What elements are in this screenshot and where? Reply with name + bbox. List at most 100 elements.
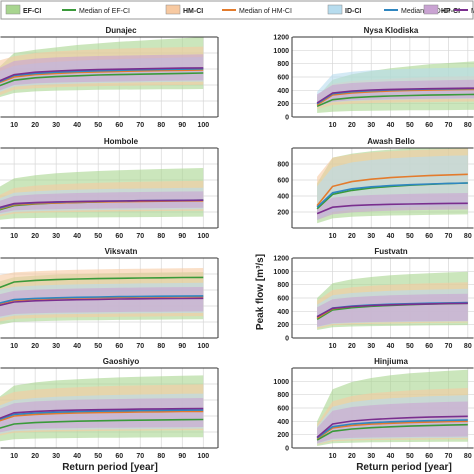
x-tick-label: 30 [52, 343, 60, 350]
y-tick-label: 0 [285, 446, 289, 453]
x-tick-label: 40 [73, 343, 81, 350]
panel-plot-area [292, 148, 474, 228]
x-tick-label: 70 [136, 233, 144, 240]
x-tick-label: 10 [329, 343, 337, 350]
x-tick-label: 70 [136, 122, 144, 129]
x-tick-label: 10 [10, 453, 18, 460]
x-tick-label: 100 [197, 122, 209, 129]
y-tick-label: 800 [277, 61, 289, 68]
panel-title: Awash Bello [367, 137, 415, 146]
x-tick-label: 10 [329, 453, 337, 460]
median-line-hp-ci [316, 87, 474, 104]
x-tick-label: 10 [10, 233, 18, 240]
x-tick-label: 60 [115, 453, 123, 460]
y-tick-label: 1000 [273, 379, 289, 386]
panel-dunajec: Dunajec 10 20 30 40 50 60 70 80 90 100 [0, 26, 219, 129]
y-tick-label: 1200 [273, 35, 289, 42]
median-line-hp-ci [316, 202, 468, 215]
panel-title: Hombole [104, 137, 139, 146]
x-tick-label: 40 [387, 122, 395, 129]
x-tick-label: 10 [10, 122, 18, 129]
x-tick-label: 40 [73, 122, 81, 129]
x-tick-label: 40 [73, 453, 81, 460]
band-hp-ci [317, 193, 468, 220]
x-axis-label-left: Return period [year] [62, 462, 158, 473]
x-tick-label: 30 [367, 343, 375, 350]
panel-plot-area [0, 37, 218, 117]
x-tick-label: 80 [464, 122, 472, 129]
median-line-hp-ci [0, 67, 204, 82]
median-line-ef-ci [316, 93, 474, 108]
x-tick-label: 50 [94, 453, 102, 460]
y-tick-label: 1200 [273, 256, 289, 263]
x-tick-label: 20 [348, 343, 356, 350]
y-tick-label: 1000 [273, 48, 289, 55]
x-tick-label: 90 [178, 122, 186, 129]
x-tick-label: 30 [52, 233, 60, 240]
y-tick-label: 400 [277, 419, 289, 426]
x-tick-label: 50 [406, 122, 414, 129]
median-line-hp-ci [0, 407, 204, 420]
x-tick-label: 70 [136, 453, 144, 460]
x-tick-label: 20 [348, 233, 356, 240]
x-tick-label: 70 [445, 453, 453, 460]
x-tick-label: 40 [387, 343, 395, 350]
x-tick-label: 50 [406, 453, 414, 460]
x-tick-label: 100 [197, 233, 209, 240]
band-hp-ci [317, 293, 468, 327]
x-tick-label: 20 [348, 122, 356, 129]
x-tick-label: 60 [425, 453, 433, 460]
legend-box [0, 0, 474, 20]
median-line-ef-ci [0, 276, 204, 289]
panel-title: Hinjiuma [374, 357, 408, 366]
median-line-hm-ci [316, 420, 468, 440]
y-tick-label: 400 [277, 309, 289, 316]
median-line-ef-ci [0, 72, 204, 87]
panel-plot-area [0, 368, 218, 448]
x-tick-label: 10 [329, 233, 337, 240]
y-tick-label: 0 [285, 336, 289, 343]
legend-label-hp-ci: HP-CI [441, 8, 460, 15]
x-tick-label: 80 [157, 453, 165, 460]
x-tick-label: 20 [31, 453, 39, 460]
median-line-hm-ci [316, 173, 468, 207]
legend: EF-CI Median of EF-CI HM-CI Median of HM-CI… [0, 0, 474, 20]
x-tick-label: 30 [52, 122, 60, 129]
legend-label-ef-ci: EF-CI [23, 8, 41, 15]
x-tick-label: 20 [31, 343, 39, 350]
x-tick-label: 100 [197, 343, 209, 350]
x-tick-label: 40 [73, 233, 81, 240]
x-tick-label: 60 [425, 343, 433, 350]
panel-viksvatn: Viksvatn 10 20 30 40 50 60 70 80 90 100 [0, 247, 219, 350]
band-hp-ci [317, 79, 474, 106]
y-tick-label: 600 [277, 178, 289, 185]
y-tick-label: 200 [277, 210, 289, 217]
legend-swatch-ef-ci [5, 4, 21, 15]
x-tick-label: 50 [406, 233, 414, 240]
legend-swatch-hm-ci [165, 4, 181, 15]
panel-gaoshiyo: Gaoshiyo 10 20 30 40 50 60 70 80 90 100 [0, 357, 219, 460]
y-tick-label: 800 [277, 282, 289, 289]
x-tick-label: 50 [94, 343, 102, 350]
y-tick-label: 200 [277, 432, 289, 439]
panel-title: Fustvatn [374, 247, 407, 256]
median-line-hm-ci [0, 410, 204, 422]
y-tick-label: 400 [277, 88, 289, 95]
x-tick-label: 70 [445, 343, 453, 350]
median-line-hp-ci [316, 302, 468, 318]
legend-label-id-ci: ID-CI [345, 8, 361, 15]
x-tick-label: 40 [387, 233, 395, 240]
x-tick-label: 80 [464, 233, 472, 240]
median-line-hp-ci [316, 415, 468, 438]
band-hp-ci [0, 398, 204, 433]
x-tick-label: 80 [464, 343, 472, 350]
x-tick-label: 30 [367, 122, 375, 129]
x-axis-label-right: Return period [year] [356, 462, 452, 473]
legend-swatch-id-ci [327, 4, 343, 15]
x-tick-label: 90 [178, 233, 186, 240]
y-tick-label: 800 [277, 162, 289, 169]
x-tick-label: 50 [94, 122, 102, 129]
